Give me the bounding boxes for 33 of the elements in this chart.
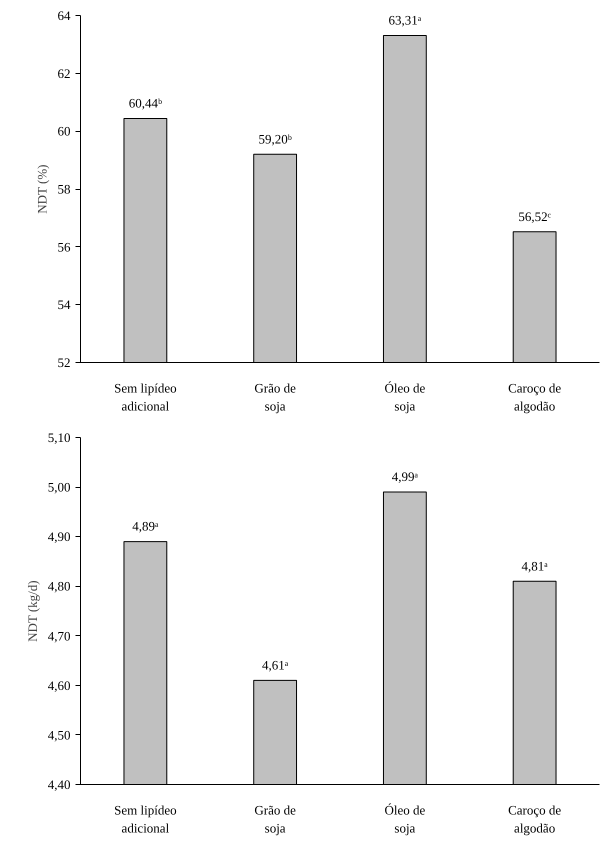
data-label: 63,31ᵃ xyxy=(388,12,422,28)
y-axis-title: NDT (%) xyxy=(34,164,50,214)
y-tick-label: 64 xyxy=(58,8,71,23)
data-label: 4,99ᵃ xyxy=(392,469,418,484)
x-tick-label: Sem lipídeo adicional xyxy=(114,380,177,414)
y-tick-label: 4,40 xyxy=(48,777,70,792)
x-tick-label: Óleo de soja xyxy=(384,802,426,836)
x-tick-label: Óleo de soja xyxy=(384,380,426,414)
data-label: 4,89ᵃ xyxy=(132,518,159,534)
y-tick-label: 60 xyxy=(58,124,70,139)
y-tick-label: 5,10 xyxy=(48,430,70,445)
y-tick-label: 58 xyxy=(58,182,70,196)
y-tick-label: 54 xyxy=(58,297,71,312)
data-label: 4,81ᵃ xyxy=(521,558,548,574)
x-tick-label: Caroço de algodão xyxy=(508,380,562,414)
x-tick-label: Caroço de algodão xyxy=(508,802,562,836)
y-tick-label: 56 xyxy=(58,239,71,254)
x-tick-label: Grão de soja xyxy=(254,380,296,414)
y-tick-label: 4,50 xyxy=(48,727,70,742)
data-label: 4,61ᵃ xyxy=(262,657,289,672)
y-tick-label: 62 xyxy=(58,66,70,81)
y-tick-label: 4,60 xyxy=(48,678,70,693)
data-label: 56,52ᶜ xyxy=(518,208,552,224)
y-axis-title: NDT (kg/d) xyxy=(24,580,40,642)
data-label: 59,20ᵇ xyxy=(258,131,292,146)
y-tick-label: 4,70 xyxy=(48,628,70,644)
x-tick-label: Grão de soja xyxy=(254,802,296,836)
y-tick-label: 52 xyxy=(58,355,70,370)
x-tick-label: Sem lipídeo adicional xyxy=(114,802,177,836)
data-label: 60,44ᵇ xyxy=(128,95,162,110)
y-tick-label: 4,80 xyxy=(48,578,70,594)
y-tick-label: 4,90 xyxy=(48,529,70,544)
y-tick-label: 5,00 xyxy=(48,480,70,495)
